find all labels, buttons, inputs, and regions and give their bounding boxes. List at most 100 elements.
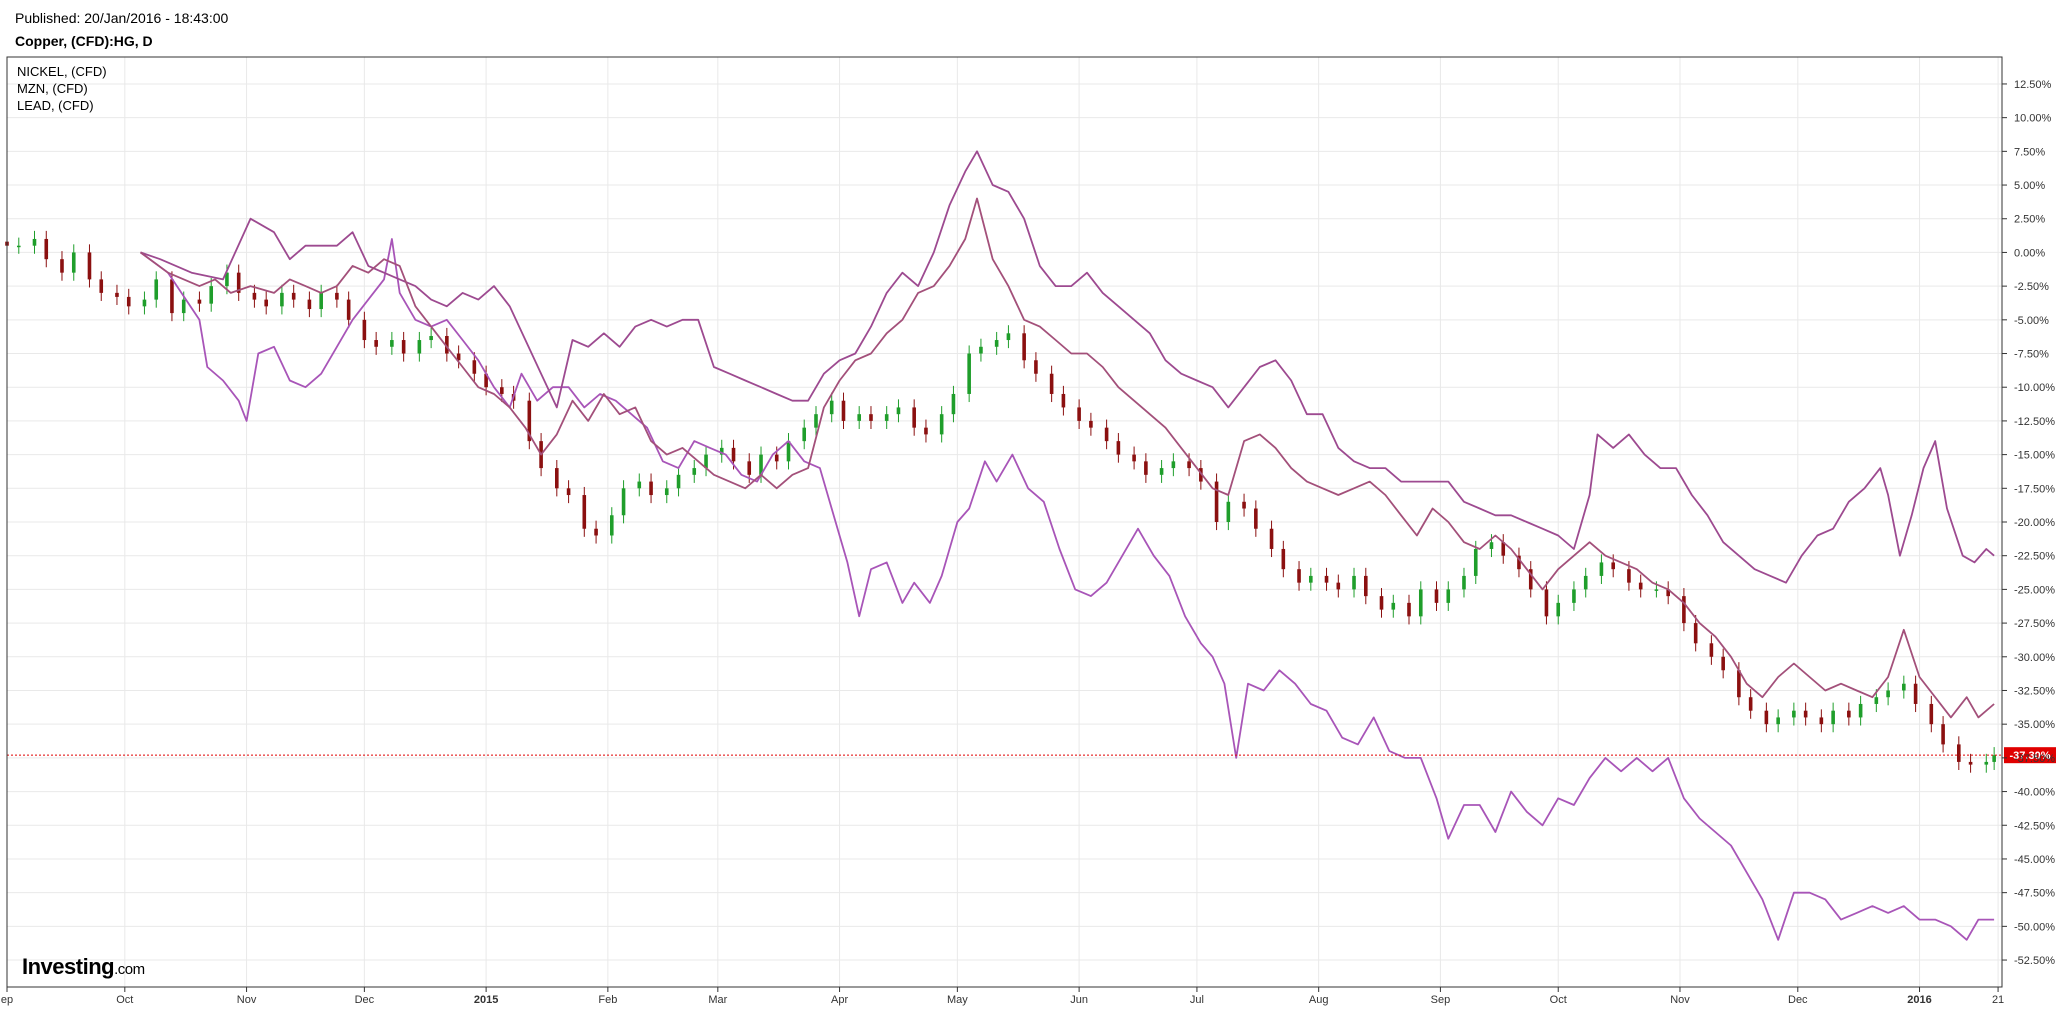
candle-body — [1214, 481, 1219, 522]
candle-body — [1929, 703, 1934, 725]
y-tick-label: -25.00% — [2014, 584, 2055, 596]
y-tick-label: -40.00% — [2014, 787, 2055, 799]
y-tick-label: -27.50% — [2014, 618, 2055, 630]
candle-body — [924, 427, 928, 435]
candle-body — [566, 488, 571, 496]
x-tick-label: Apr — [831, 994, 848, 1006]
candle-body — [649, 481, 653, 496]
current-value-label: -37.30% — [2010, 750, 2051, 762]
nickel-line — [139, 238, 1995, 941]
candle-body — [1022, 333, 1026, 361]
candle-body — [1309, 575, 1313, 583]
candle-body — [1446, 589, 1451, 603]
candle-body — [209, 286, 214, 304]
candle-body — [60, 259, 64, 273]
logo-name: Investing — [22, 954, 115, 979]
candle-body — [731, 447, 736, 462]
candle-body — [1709, 643, 1714, 657]
candle-body — [472, 360, 477, 374]
y-tick-label: -10.00% — [2014, 382, 2055, 394]
candle-body — [939, 414, 944, 435]
candle-body — [1199, 468, 1203, 482]
candle-body — [1737, 670, 1741, 698]
candle-body — [1776, 717, 1780, 725]
y-tick-label: 0.00% — [2014, 247, 2045, 259]
candle-body — [1654, 589, 1659, 591]
candle-body — [1242, 501, 1246, 509]
x-tick-label: Mar — [708, 994, 727, 1006]
y-tick-label: -35.00% — [2014, 719, 2055, 731]
y-tick-label: 12.50% — [2014, 79, 2052, 91]
candle-body — [115, 292, 119, 297]
candle-body — [676, 474, 681, 489]
candle-body — [500, 387, 504, 394]
y-tick-label: -37.50% — [2014, 753, 2055, 765]
lead-line — [139, 197, 1995, 719]
candle-body — [994, 340, 999, 347]
candle-body — [1886, 690, 1890, 698]
candle-body — [1992, 755, 1996, 762]
y-tick-label: -20.00% — [2014, 517, 2055, 529]
candle-body — [1297, 569, 1301, 583]
candle-body — [951, 393, 956, 415]
legend-lead: LEAD, (CFD) — [17, 98, 94, 113]
y-tick-label: -5.00% — [2014, 315, 2049, 327]
candle-body — [417, 340, 422, 354]
candle-body — [264, 299, 268, 307]
candle-body — [1831, 710, 1835, 725]
x-tick-label: Nov — [1670, 994, 1690, 1006]
candle-body — [1682, 596, 1686, 624]
candle-body — [346, 299, 351, 320]
candle-body — [87, 252, 92, 280]
candle-body — [1638, 582, 1643, 590]
candle-body — [1572, 589, 1576, 603]
candle-body — [280, 292, 284, 307]
x-tick-label: Dec — [355, 994, 375, 1006]
grid — [6, 57, 2002, 987]
investing-logo: Investing.com — [22, 954, 145, 980]
candle-body — [967, 353, 971, 394]
candle-body — [319, 292, 323, 310]
candle-body — [44, 238, 49, 260]
y-tick-label: -22.50% — [2014, 551, 2055, 563]
candle-body — [527, 400, 532, 442]
candle-body — [1748, 697, 1753, 711]
legend-nickel: NICKEL, (CFD) — [17, 64, 107, 79]
candle-body — [884, 414, 889, 421]
candle-body — [1819, 717, 1824, 725]
candle-body — [1858, 703, 1863, 718]
candle-body — [664, 488, 669, 496]
candle-body — [1336, 582, 1341, 590]
chart-symbol-title: Copper, (CFD):HG, D — [15, 33, 153, 49]
candle-body — [71, 252, 76, 273]
candle-body — [1984, 761, 1989, 765]
candle-body — [1517, 555, 1521, 570]
candle-body — [170, 279, 174, 314]
axes: 12.50% 10.00% 7.50% 5.00% 2.50% 0.00% -2.50% -5… — [1, 79, 2055, 1006]
x-tick-label: Aug — [1309, 994, 1329, 1006]
y-tick-label: -52.50% — [2014, 955, 2055, 967]
candle-body — [362, 319, 367, 341]
candle-body — [1116, 441, 1121, 455]
candle-body — [1269, 528, 1274, 549]
x-tick-label: 2015 — [474, 994, 498, 1006]
comparison-series — [139, 150, 1995, 941]
candle-body — [181, 299, 186, 314]
x-tick-label: Oct — [1550, 994, 1567, 1006]
candle-body — [16, 245, 21, 248]
candle-body — [1473, 548, 1478, 576]
candle-body — [1764, 710, 1769, 725]
candle-body — [154, 279, 159, 300]
logo-suffix: .com — [114, 961, 145, 978]
candle-body — [291, 292, 296, 300]
candle-body — [719, 447, 724, 455]
candle-body — [1363, 575, 1368, 597]
candle-body — [1391, 602, 1396, 610]
candle-body — [896, 407, 901, 415]
candle-body — [1281, 548, 1286, 570]
x-tick-label: May — [947, 994, 968, 1006]
candle-body — [1803, 710, 1808, 718]
candle-body — [786, 441, 791, 462]
candle-body — [759, 454, 763, 475]
